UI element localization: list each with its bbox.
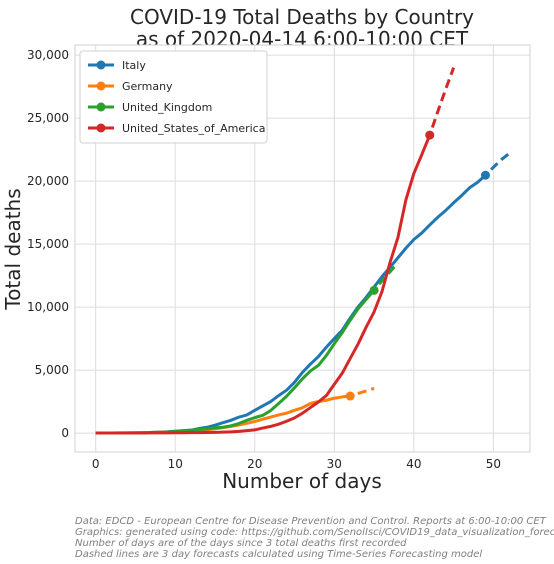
y-tick-label: 10,000 [27, 300, 69, 314]
x-tick-label: 0 [92, 457, 100, 471]
legend-marker [96, 81, 106, 91]
legend-marker [96, 60, 106, 70]
end-marker [425, 130, 435, 140]
legend-marker [96, 102, 106, 112]
legend: Italy Germany United_Kingdom United_States_… [79, 50, 268, 144]
y-tick-label: 15,000 [27, 237, 69, 251]
x-tick-label: 30 [327, 457, 342, 471]
end-marker [369, 285, 379, 295]
y-axis-label: Total deaths [1, 188, 25, 310]
footnote: Graphics: generated using code: https://… [75, 527, 554, 538]
y-tick-label: 25,000 [27, 111, 69, 125]
footnote: Data: EDCD - European Centre for Disease… [75, 516, 547, 527]
y-tick-label: 20,000 [27, 174, 69, 188]
forecast-line [428, 67, 456, 136]
x-tick-label: 50 [486, 457, 501, 471]
end-marker [480, 170, 490, 180]
legend-label: United_Kingdom [122, 101, 212, 114]
x-tick-label: 20 [247, 457, 262, 471]
footnote: Number of days are of the days since 3 t… [75, 538, 407, 549]
x-tick-label: 10 [168, 457, 183, 471]
legend-box [79, 50, 268, 144]
x-tick-label: 40 [406, 457, 421, 471]
chart-title: COVID-19 Total Deaths by Country [130, 5, 474, 29]
legend-label: Italy [122, 59, 146, 72]
footnote: Dashed lines are 3 day forecasts calcula… [75, 549, 482, 560]
series-line [95, 134, 432, 435]
end-marker [345, 391, 355, 401]
forecast-line [349, 386, 375, 398]
legend-marker [96, 123, 106, 133]
y-tick-label: 0 [61, 426, 69, 440]
y-tick-label: 30,000 [27, 48, 69, 62]
legend-label: Germany [122, 80, 173, 93]
forecast-line [484, 152, 511, 177]
x-axis-label: Number of days [222, 469, 382, 493]
legend-label: United_States_of_America [122, 122, 265, 135]
y-tick-label: 5,000 [35, 363, 69, 377]
forecast-line [372, 261, 400, 292]
